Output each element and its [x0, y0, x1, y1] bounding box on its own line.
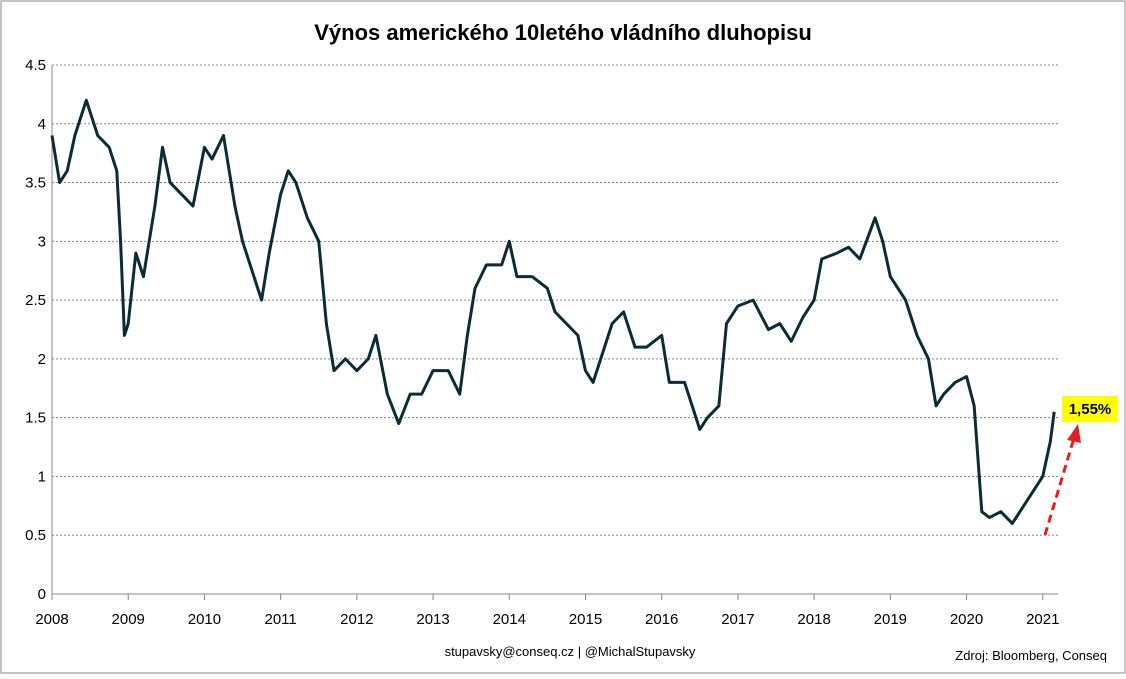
y-tick-label: 4.5: [25, 57, 46, 74]
x-tick-label: 2014: [493, 611, 526, 628]
x-tick-label: 2020: [950, 611, 983, 628]
x-tick-label: 2010: [188, 611, 221, 628]
y-tick-label: 1.5: [25, 410, 46, 427]
plot: 0 0.5 1 1.5 2 2.5 3 3.5 4 4.5 2008 2009 2010 2011 2012…: [25, 57, 1059, 628]
x-tick-label: 2012: [340, 611, 373, 628]
x-tick-label: 2011: [265, 611, 297, 628]
x-tick-label: 2016: [645, 611, 678, 628]
arrow-head: [1067, 424, 1081, 443]
y-tick-label: 2: [38, 351, 46, 368]
x-tick-label: 2018: [797, 611, 830, 628]
x-tick-label: 2017: [721, 611, 754, 628]
annotation-box: [1062, 396, 1118, 422]
x-tick-label: 2013: [416, 611, 449, 628]
y-tick-label: 1: [38, 468, 46, 485]
line-series: [50, 98, 1056, 525]
y-tick-label: 2.5: [25, 292, 46, 309]
y-tick-label: 0.5: [25, 527, 46, 544]
y-tick-label: 4: [38, 116, 46, 133]
chart-title: Výnos amerického 10letého vládního dluho…: [314, 20, 812, 45]
x-tick-label: 2009: [112, 611, 145, 628]
footer: stupavsky@conseq.cz | @MichalStupavsky: [445, 644, 696, 659]
x-tick-label: 2019: [874, 611, 907, 628]
annotation: 1,55%: [1069, 401, 1112, 418]
y-tick-label: 3: [38, 233, 46, 250]
x-tick-label: 2021: [1026, 611, 1059, 628]
x-tick-label: 2015: [569, 611, 602, 628]
arrow: [1043, 437, 1076, 536]
x-tick-label: 2008: [35, 611, 68, 628]
y-tick-label: 3.5: [25, 175, 46, 192]
y-tick-label: 0: [38, 586, 46, 603]
source: Zdroj: Bloomberg, Conseq: [955, 648, 1107, 663]
